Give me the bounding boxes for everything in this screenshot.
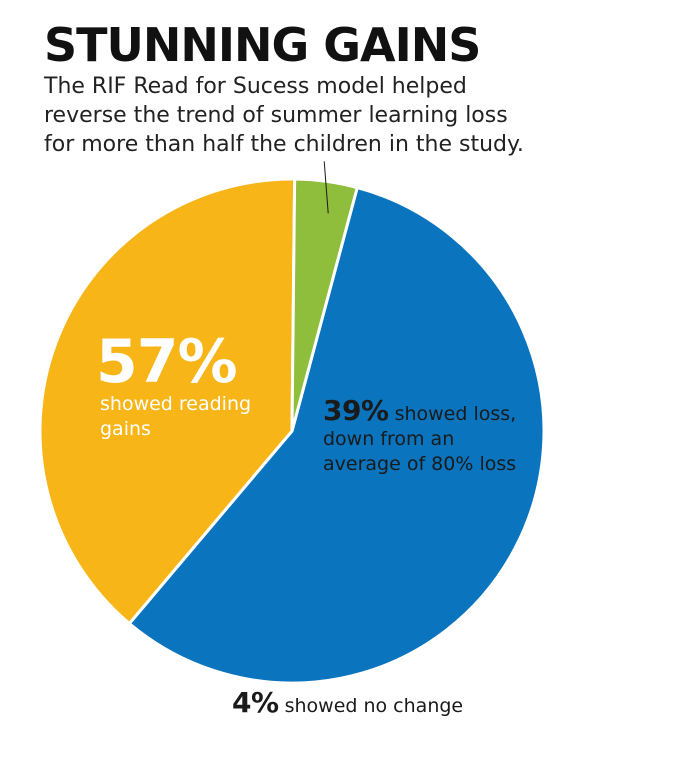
gains-description-line: gains: [100, 418, 151, 440]
gains-percent-label: 57%: [96, 327, 238, 397]
chart-subtitle: The RIF Read for Sucess model helped rev…: [44, 72, 644, 159]
subtitle-line: for more than half the children in the s…: [44, 132, 524, 157]
chart-title: STUNNING GAINS: [44, 18, 481, 72]
loss-percent-label: 39%: [323, 394, 389, 427]
loss-description-line: average of 80% loss: [323, 453, 517, 475]
slice-reading-gains: [127, 186, 546, 685]
subtitle-line: reverse the trend of summer learning los…: [44, 103, 508, 128]
loss-label: 39% showed loss, down from an average of…: [323, 397, 517, 477]
slice-showed-loss: [38, 177, 297, 625]
gains-description: showed reading gains: [100, 392, 251, 442]
no-change-percent-label: 4%: [232, 686, 279, 719]
no-change-leader-line: [323, 161, 329, 214]
loss-label-line: 39% showed loss,: [323, 397, 517, 427]
loss-description-line: down from an: [323, 428, 455, 450]
no-change-description: showed no change: [278, 695, 464, 717]
loss-description-line: showed loss,: [388, 403, 517, 425]
gains-description-line: showed reading: [100, 393, 252, 415]
subtitle-line: The RIF Read for Sucess model helped: [44, 74, 467, 99]
no-change-label: 4% showed no change: [232, 688, 463, 721]
